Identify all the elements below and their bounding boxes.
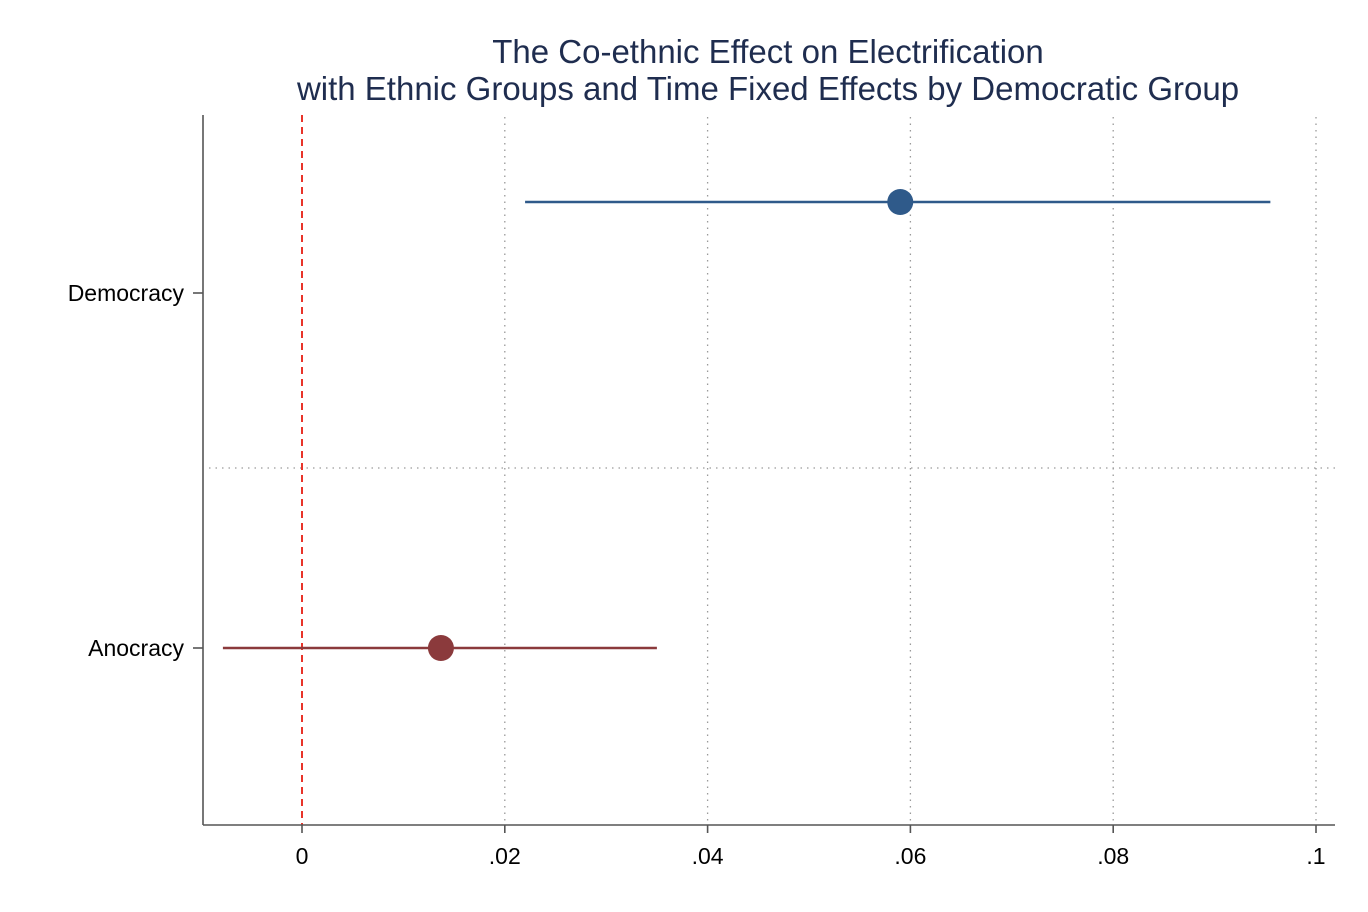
x-tick-label: 0 xyxy=(296,843,309,869)
axes-layer: 0 .02 .04 .06 .08 .1 Democracy Anocracy xyxy=(68,115,1335,869)
grid-layer xyxy=(209,115,1335,825)
x-tick-label: .08 xyxy=(1097,843,1129,869)
chart-title-line-2: with Ethnic Groups and Time Fixed Effect… xyxy=(296,70,1239,107)
marks-layer xyxy=(222,189,1271,661)
x-tick-label: .06 xyxy=(894,843,926,869)
chart-title-line-1: The Co-ethnic Effect on Electrification xyxy=(492,33,1044,70)
y-category-label: Democracy xyxy=(68,280,185,306)
x-tick-label: .1 xyxy=(1306,843,1325,869)
estimate-point-anocracy xyxy=(427,635,454,661)
chart-title: The Co-ethnic Effect on Electrification … xyxy=(296,33,1239,107)
x-tick-label: .04 xyxy=(692,843,724,869)
estimate-point-democracy xyxy=(887,189,914,215)
x-tick-label: .02 xyxy=(489,843,521,869)
y-category-label: Anocracy xyxy=(88,635,184,661)
